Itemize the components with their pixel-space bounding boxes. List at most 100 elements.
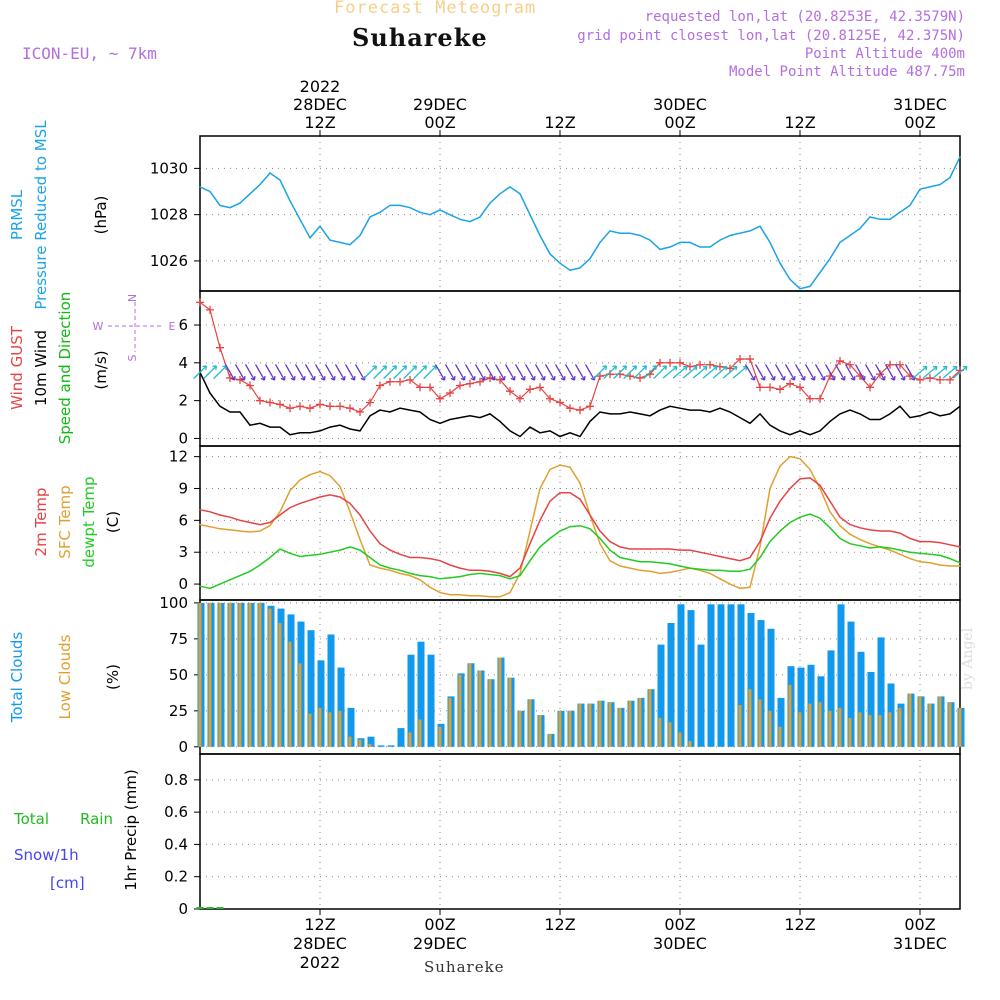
wind-direction-arrow [234, 364, 246, 381]
gust-marker [256, 396, 264, 405]
sfc-temp-series-point [239, 530, 241, 532]
t2m-series-point [369, 530, 371, 532]
gust-marker [206, 305, 214, 314]
t2m-series-point [239, 519, 241, 521]
prmsl-series-point [499, 193, 501, 195]
low-clouds-bar [538, 715, 542, 747]
prmsl-series-point [509, 186, 511, 188]
bottom-time-label: 12Z [544, 915, 575, 934]
prmsl-series-point [559, 262, 561, 264]
wind-arrow-head [240, 376, 246, 381]
wind-10m-series-point [739, 417, 741, 419]
t2m-series-point [209, 511, 211, 513]
wind-direction-arrow [474, 364, 486, 381]
low-clouds-bar [948, 702, 952, 747]
prmsl-series-point [879, 218, 881, 220]
wind-arrow-head [560, 376, 566, 381]
dewpt-series-point [319, 553, 321, 555]
sfc-temp-series-point [429, 586, 431, 588]
wind-10m-series-point [779, 430, 781, 432]
top-time-label: 00Z [664, 113, 695, 132]
wind-10m-series-point [419, 411, 421, 413]
sfc-temp-series-point [629, 567, 631, 569]
t2m-series-point [709, 553, 711, 555]
t2m-series-point [759, 541, 761, 543]
wind-direction-arrow [254, 364, 266, 381]
dewpt-series-point [339, 549, 341, 551]
dewpt-series-point [569, 526, 571, 528]
gust-marker [276, 400, 284, 409]
low-clouds-bar [248, 602, 252, 747]
sfc-temp-series-point [479, 595, 481, 597]
prmsl-series-point [909, 204, 911, 206]
prmsl-series-point [369, 216, 371, 218]
wind-direction-arrow [544, 364, 556, 381]
dewpt-series-point [649, 561, 651, 563]
dewpt-series-point [369, 556, 371, 559]
prmsl-series-point [289, 200, 291, 202]
temp-unit: (C) [104, 511, 122, 533]
wind-10m-series-point [849, 409, 851, 411]
compass-s: S [126, 354, 139, 361]
wind-10m-series-point [949, 413, 951, 415]
total-clouds-bar [327, 634, 335, 747]
wind-10m-series-point [529, 426, 531, 428]
dewpt-series-point [859, 545, 861, 547]
wind-10m-series-point [459, 417, 461, 419]
top-time-label: 00Z [424, 113, 455, 132]
gust-marker [696, 360, 704, 369]
total-clouds-bar [417, 641, 425, 747]
sfc-temp-series-point [499, 596, 501, 598]
wind-direction-arrow [864, 364, 876, 381]
wind-10m-series-point [539, 432, 541, 434]
gust-marker [246, 381, 254, 390]
sfc-temp-series-point [519, 572, 521, 575]
low-clouds-bar [758, 699, 762, 747]
dewpt-series-point [679, 565, 681, 567]
wind-direction-arrow [854, 364, 866, 381]
dewpt-series-point [749, 568, 751, 570]
bottom-time-label: 29DEC [413, 934, 467, 953]
wind-direction-arrow [524, 364, 536, 381]
wind-arrow-head [510, 376, 516, 381]
total-clouds-bar [847, 621, 855, 747]
sfc-temp-series-point [959, 565, 961, 567]
prmsl-series-point [869, 216, 871, 218]
gust-marker [786, 379, 794, 388]
precip-ytick-label: 0.4 [164, 835, 188, 853]
prmsl-series-point [739, 232, 741, 234]
low-clouds-bar [928, 703, 932, 747]
low-clouds-bar [588, 703, 592, 747]
low-clouds-bar [458, 674, 462, 747]
temp-ytick-label: 6 [178, 511, 188, 529]
t2m-series-point [359, 514, 361, 516]
wind-10m-series-point [429, 418, 431, 421]
low-clouds-bar [328, 712, 332, 747]
wind-10m-series-point [489, 413, 491, 415]
gust-marker [566, 404, 574, 413]
sfc-temp-series-point [799, 458, 801, 460]
total-clouds-bar [797, 667, 805, 747]
low-clouds-bar [858, 712, 862, 747]
wind-10m-series-point [499, 420, 501, 422]
wind-direction-arrow [534, 364, 546, 381]
t2m-series-point [739, 560, 741, 562]
sfc-temp-series-point [909, 558, 911, 560]
total-clouds-bar [397, 728, 405, 747]
temp-frame [199, 445, 961, 601]
prmsl-series-point [519, 193, 521, 195]
wind-direction-arrow [912, 365, 928, 379]
wind-10m-series-point [639, 413, 641, 415]
wind-direction-arrow [494, 364, 506, 381]
prmsl-series-point [899, 211, 901, 213]
dewpt-series-point [359, 549, 361, 551]
dewpt-series-point [629, 559, 631, 561]
gridpoint-coords: grid point closest lon,lat (20.8125E, 42… [577, 28, 965, 44]
dewpt-series-point [329, 551, 331, 553]
wind-arrow-head [450, 376, 456, 381]
t2m-series-point [669, 548, 671, 550]
sfc-temp-series-point [549, 468, 551, 470]
bottom-time-label: 31DEC [893, 934, 947, 953]
precip-ytick-label: 0.2 [164, 868, 188, 886]
